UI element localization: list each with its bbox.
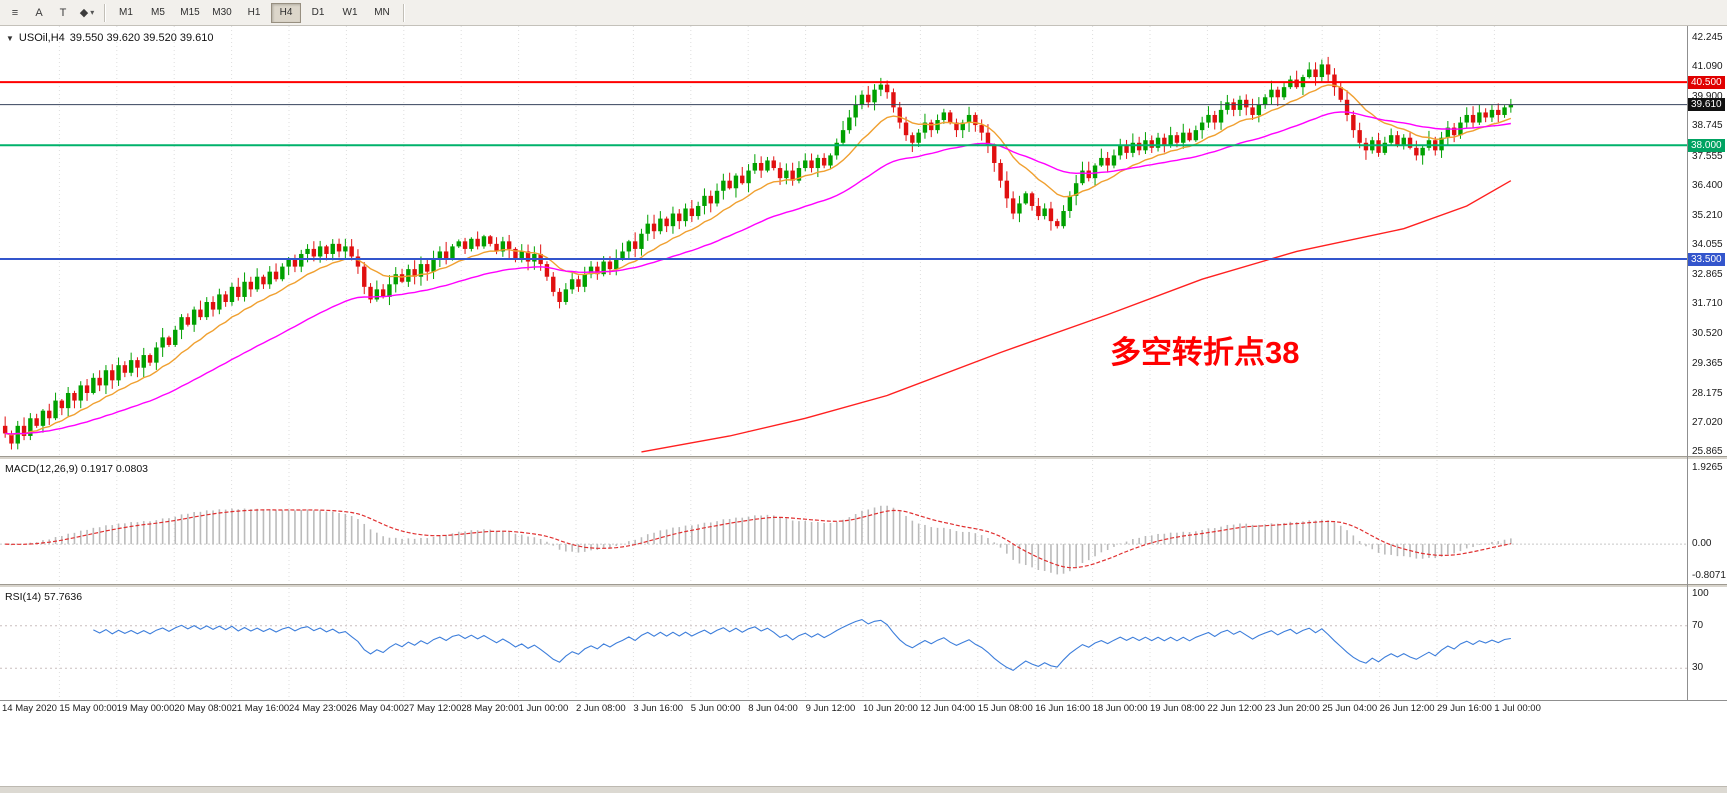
time-axis-label: 21 May 16:00 — [231, 703, 290, 714]
time-axis-label: 22 Jun 12:00 — [1207, 703, 1263, 714]
rsi-canvas[interactable] — [0, 588, 1687, 700]
label-tool-button[interactable]: T — [59, 6, 67, 19]
drawing-tool-group: ≡ A T ◆ ▾ — [3, 2, 99, 24]
vertical-gridlines — [58, 460, 1495, 584]
text-tool-button[interactable]: A — [35, 6, 43, 19]
timeframe-h4[interactable]: H4 — [271, 2, 301, 23]
time-axis-label: 27 May 12:00 — [403, 703, 462, 714]
time-axis-label: 20 May 08:00 — [174, 703, 232, 714]
chart-text-annotation: 多空转折点38 — [1110, 335, 1300, 370]
price-axis-label: 31.710 — [1692, 298, 1723, 310]
time-axis-label: 15 Jun 08:00 — [977, 703, 1033, 714]
symbol-ohlc-line: ▼ USOil,H4 39.550 39.620 39.520 39.610 — [6, 32, 214, 44]
time-axis-label: 24 May 23:00 — [289, 703, 347, 714]
time-axis-label: 5 Jun 00:00 — [690, 703, 741, 714]
chart-list-tool-button[interactable]: ≡ — [11, 6, 19, 19]
price-axis-label: 29.365 — [1692, 357, 1723, 369]
chart-menu-icon[interactable]: ▼ — [6, 33, 14, 43]
timeframe-m1[interactable]: M1 — [119, 7, 133, 18]
price-axis-label: 32.865 — [1692, 269, 1723, 281]
rsi-axis-label: 30 — [1692, 662, 1704, 674]
shapes-tool-button[interactable]: ◆ ▾ — [79, 7, 95, 19]
time-axis-label: 29 Jun 16:00 — [1437, 703, 1492, 714]
toolbar-separator — [104, 3, 105, 22]
time-axis-label: 28 May 20:00 — [461, 703, 519, 714]
time-axis-label: 2 Jun 08:00 — [576, 703, 626, 714]
time-axis-label: 9 Jun 12:00 — [805, 703, 856, 714]
macd-signal-line — [5, 509, 1511, 569]
time-axis-label: 19 Jun 08:00 — [1150, 703, 1205, 714]
window-bottom-strip — [0, 786, 1727, 793]
main-chart-canvas[interactable] — [0, 26, 1687, 456]
time-axis-label: 19 May 00:00 — [116, 703, 175, 714]
panel-splitter[interactable] — [0, 584, 1727, 588]
time-axis-label: 12 Jun 04:00 — [920, 703, 976, 714]
macd-axis-label: 1.9265 — [1692, 462, 1723, 473]
rsi-line — [93, 618, 1511, 672]
top-toolbar: ≡ A T ◆ ▾ M1 M5 M15 M30 H1 H4 D1 W1 MN — [0, 0, 1727, 26]
price-axis-label: 30.520 — [1692, 328, 1723, 340]
time-axis-label: 8 Jun 04:00 — [748, 703, 798, 714]
time-axis-label: 3 Jun 16:00 — [633, 703, 684, 714]
timeframe-m5[interactable]: M5 — [151, 7, 165, 18]
price-badge: 38.000 — [1688, 138, 1725, 152]
time-axis-label: 26 Jun 12:00 — [1379, 703, 1435, 714]
time-axis-label: 1 Jun 00:00 — [518, 703, 569, 714]
price-badge: 39.610 — [1688, 98, 1725, 112]
panel-splitter[interactable] — [0, 456, 1727, 460]
ma-mid-line — [5, 111, 1511, 435]
price-axis-label: 38.745 — [1692, 120, 1723, 132]
price-axis-label: 34.055 — [1692, 239, 1723, 250]
main-chart-panel: ▼ USOil,H4 39.550 39.620 39.520 39.610 多… — [0, 26, 1727, 457]
macd-canvas[interactable] — [0, 460, 1687, 584]
price-axis-label: 28.175 — [1692, 387, 1723, 399]
price-axis-label: 25.865 — [1692, 446, 1723, 457]
timeframe-group: M1 M5 M15 M30 H1 H4 D1 W1 MN — [110, 2, 398, 23]
dropdown-arrow-icon: ▾ — [90, 8, 95, 17]
price-axis-label: 37.555 — [1692, 150, 1723, 162]
price-badge: 33.500 — [1688, 252, 1725, 266]
symbol-label: USOil,H4 — [18, 32, 65, 44]
macd-panel: MACD(12,26,9) 0.1917 0.0803 1.9265 0.00 -0… — [0, 460, 1727, 584]
price-axis-label: 39.900 — [1692, 91, 1723, 103]
macd-axis-label: -0.8071 — [1692, 570, 1726, 581]
timeframe-w1[interactable]: W1 — [342, 7, 358, 18]
timeframe-mn[interactable]: MN — [374, 7, 390, 18]
rsi-axis-label: 70 — [1692, 619, 1704, 631]
rsi-panel: RSI(14) 57.7636 100 70 30 — [0, 588, 1727, 700]
time-axis-label: 16 Jun 16:00 — [1035, 703, 1091, 714]
rsi-label: RSI(14) 57.7636 — [5, 591, 83, 603]
toolbar-separator — [403, 3, 404, 22]
timeframe-m30[interactable]: M30 — [212, 7, 232, 18]
vertical-gridlines — [58, 588, 1495, 700]
time-axis-label: 18 Jun 00:00 — [1092, 703, 1148, 714]
time-axis-label: 26 May 04:00 — [346, 703, 404, 714]
ma-slow-line — [641, 180, 1512, 453]
time-axis-label: 15 May 00:00 — [59, 703, 117, 714]
candlestick-series — [2, 56, 1514, 450]
macd-label: MACD(12,26,9) 0.1917 0.0803 — [5, 463, 149, 475]
timeframe-d1[interactable]: D1 — [311, 7, 325, 18]
time-axis-label: 14 May 2020 — [2, 703, 57, 714]
time-axis-label: 10 Jun 20:00 — [863, 703, 918, 714]
price-axis-label: 35.210 — [1692, 209, 1723, 221]
rsi-axis-label: 100 — [1692, 588, 1709, 599]
price-axis-border — [1687, 26, 1688, 701]
time-axis-label: 25 Jun 04:00 — [1322, 703, 1378, 714]
time-axis-label: 23 Jun 20:00 — [1264, 703, 1320, 714]
ohlc-values: 39.550 39.620 39.520 39.610 — [69, 32, 214, 44]
macd-histogram — [10, 505, 1512, 575]
timeframe-m15[interactable]: M15 — [180, 7, 200, 18]
price-badge: 40.500 — [1688, 75, 1725, 89]
price-axis-label: 42.245 — [1692, 32, 1723, 43]
price-axis-label: 27.020 — [1692, 416, 1723, 428]
timeframe-h1[interactable]: H1 — [247, 7, 261, 18]
ma-fast-line — [4, 84, 1512, 436]
time-axis-label: 1 Jul 00:00 — [1494, 703, 1541, 714]
macd-axis-label: 0.00 — [1692, 538, 1712, 550]
price-axis-label: 36.400 — [1692, 179, 1723, 191]
time-axis[interactable]: 14 May 2020 15 May 00:00 19 May 00:00 20 Ma… — [0, 700, 1727, 718]
price-axis-label: 41.090 — [1692, 61, 1723, 73]
